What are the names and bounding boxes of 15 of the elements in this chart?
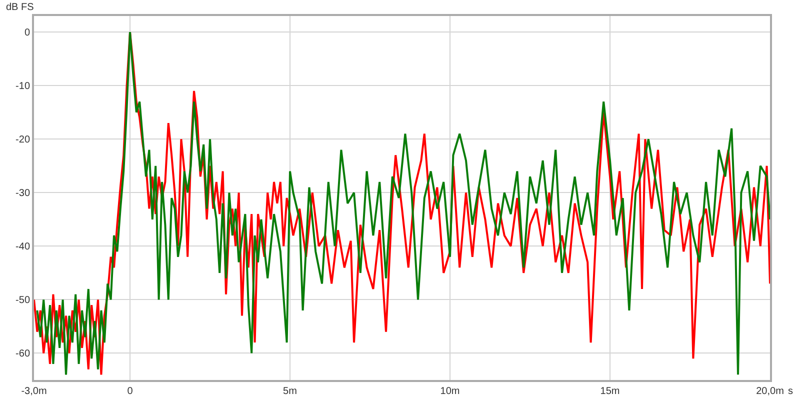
x-tick-label: 15m — [600, 386, 620, 397]
y-tick-label: -20 — [16, 134, 30, 146]
x-axis-title: s — [788, 386, 793, 397]
x-tick-label: -3,0m — [21, 386, 47, 397]
y-tick-label: -50 — [16, 295, 30, 306]
x-tick-label: 20,0m — [756, 386, 784, 397]
x-tick-label: 5m — [283, 386, 297, 397]
y-tick-label: 0 — [24, 28, 30, 39]
y-axis-title: dB FS — [6, 2, 34, 13]
y-tick-label: -40 — [16, 242, 30, 253]
y-tick-label: -10 — [16, 81, 30, 92]
y-tick-label: -60 — [16, 348, 30, 360]
x-tick-label: 0 — [127, 386, 134, 397]
x-tick-label: 10m — [440, 386, 460, 397]
y-tick-label: -30 — [16, 188, 30, 200]
